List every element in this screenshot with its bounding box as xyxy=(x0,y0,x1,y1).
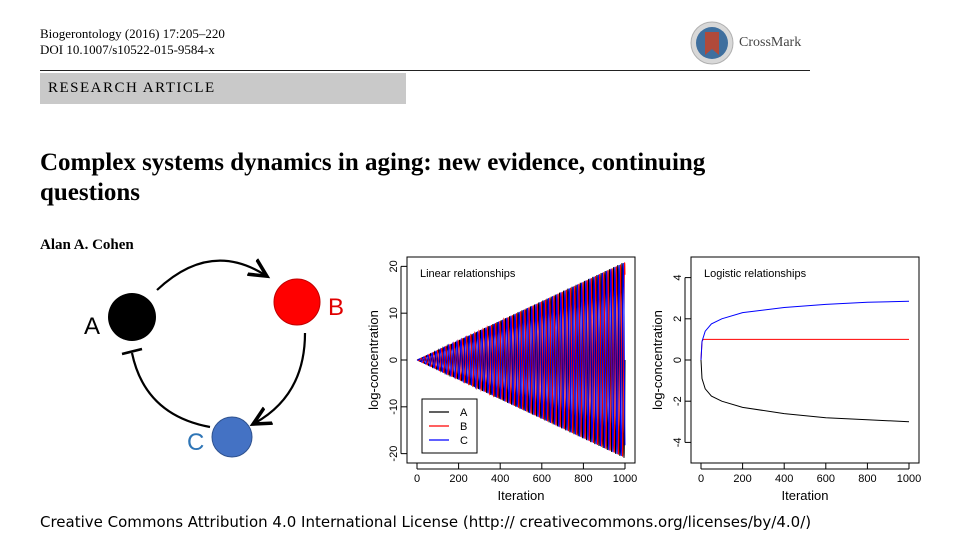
y-tick-label: 2 xyxy=(672,316,684,322)
y-tick-label: 10 xyxy=(388,307,400,319)
license-note: Creative Commons Attribution 4.0 Interna… xyxy=(40,513,812,531)
y-tick-label: 0 xyxy=(388,357,400,363)
x-tick-label: 1000 xyxy=(613,473,637,485)
legend-label-c: C xyxy=(460,435,468,447)
paper-title: Complex systems dynamics in aging: new e… xyxy=(40,149,706,206)
x-tick-label: 0 xyxy=(414,473,420,485)
x-tick-label: 600 xyxy=(533,473,551,485)
x-tick-label: 200 xyxy=(449,473,467,485)
series-a-line xyxy=(416,263,626,458)
node-a-label: A xyxy=(84,313,100,340)
x-tick-label: 0 xyxy=(698,473,704,485)
y-tick-label: -20 xyxy=(388,446,400,462)
chart-logistic: 0 200 400 600 800 1000 -4 -2 0 2 4 Iteration log-con… xyxy=(650,256,921,503)
x-axis-label: Iteration xyxy=(498,488,545,503)
y-axis-label: log-concentration xyxy=(366,310,381,410)
x-tick-label: 200 xyxy=(733,473,751,485)
x-tick-label: 400 xyxy=(775,473,793,485)
edge-b-to-c xyxy=(255,332,307,423)
crossmark-label: CrossMark xyxy=(739,35,802,50)
chart-linear: 0 200 400 600 800 1000 -20 -10 0 10 20 Iteration log… xyxy=(366,256,637,503)
header-rule xyxy=(40,70,810,71)
crossmark-icon xyxy=(690,21,734,65)
crossmark-badge[interactable]: CrossMark xyxy=(690,20,820,66)
article-type-banner: RESEARCH ARTICLE xyxy=(40,73,406,104)
x-tick-label: 800 xyxy=(574,473,592,485)
author-name: Alan A. Cohen xyxy=(40,237,134,253)
node-c-label: C xyxy=(187,429,204,456)
journal-line: Biogerontology (2016) 17:205–220 xyxy=(40,26,225,41)
journal-citation: Biogerontology (2016) 17:205–220 DOI 10.… xyxy=(40,26,225,58)
legend-label-a: A xyxy=(460,407,468,419)
y-tick-label: -4 xyxy=(672,438,684,448)
series-b-line xyxy=(416,262,626,457)
x-tick-label: 800 xyxy=(858,473,876,485)
node-c xyxy=(211,416,253,458)
y-tick-label: 4 xyxy=(672,275,684,281)
inhibition-bar xyxy=(121,347,143,356)
y-tick-label: 20 xyxy=(388,260,400,272)
legend-label-b: B xyxy=(460,421,467,433)
series-b-line xyxy=(700,338,909,361)
series-c-line xyxy=(416,262,626,457)
plot-frame xyxy=(690,256,920,464)
node-b-label: B xyxy=(328,294,344,321)
chart-title: Linear relationships xyxy=(420,268,516,280)
doi-line: DOI 10.1007/s10522-015-9584-x xyxy=(40,42,215,57)
x-tick-label: 1000 xyxy=(897,473,921,485)
node-b xyxy=(273,278,321,326)
x-tick-label: 400 xyxy=(491,473,509,485)
y-tick-label: -2 xyxy=(672,396,684,406)
series-c-line xyxy=(700,300,910,361)
network-diagram: A B C xyxy=(84,245,344,458)
y-tick-label: -10 xyxy=(388,399,400,415)
x-axis-label: Iteration xyxy=(782,488,829,503)
node-a xyxy=(108,293,156,341)
chart-title: Logistic relationships xyxy=(704,268,807,280)
edge-c-to-a-inhibition xyxy=(130,352,211,429)
y-axis-label: log-concentration xyxy=(650,310,665,410)
edge-a-to-b xyxy=(156,261,265,291)
x-tick-label: 600 xyxy=(817,473,835,485)
y-tick-label: 0 xyxy=(672,357,684,363)
series-a-line xyxy=(700,359,910,423)
